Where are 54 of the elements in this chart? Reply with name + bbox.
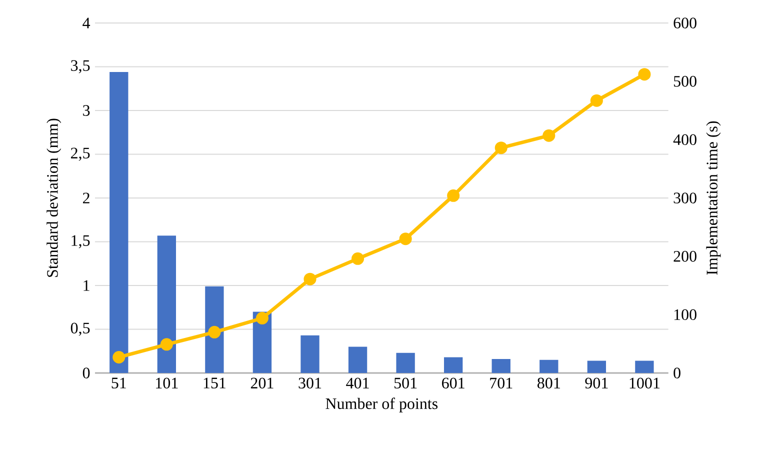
- bar: [492, 359, 510, 373]
- point: [494, 142, 508, 154]
- point: [638, 68, 651, 81]
- x-tick-label: 701: [490, 378, 512, 388]
- y-tick-label: 2: [83, 192, 90, 204]
- point: [304, 272, 316, 286]
- x-tick-label: 151: [204, 378, 226, 388]
- y2-tick-label: 500: [674, 76, 696, 87]
- y-axis-title: Standard deviation (mm): [46, 118, 62, 277]
- x-tick-label: 201: [250, 378, 274, 388]
- bar: [444, 357, 463, 373]
- y2-tick-label: 400: [673, 134, 696, 146]
- bar: [157, 236, 176, 373]
- x-tick-label: 601: [442, 378, 464, 388]
- bar: [396, 352, 415, 373]
- y-tick-label: 4: [82, 18, 90, 28]
- y2-tick-label: 100: [674, 309, 696, 320]
- y-tick-label: 3: [83, 105, 90, 116]
- point: [399, 232, 412, 246]
- point: [160, 338, 173, 351]
- bar: [587, 360, 606, 373]
- bar: [205, 286, 224, 373]
- y-tick-label: 1: [84, 280, 90, 291]
- point: [542, 129, 556, 142]
- y2-tick-label: 300: [674, 192, 696, 204]
- y-tick-label: 2,5: [71, 148, 90, 161]
- y2-tick-label: 0: [674, 368, 680, 378]
- bar: [300, 335, 320, 373]
- bar: [348, 346, 368, 373]
- y2-tick-label: 200: [674, 250, 696, 262]
- point: [590, 94, 603, 107]
- bar: [540, 360, 558, 373]
- point: [447, 189, 460, 202]
- x-tick-label: 101: [156, 378, 178, 388]
- x-tick-label: 301: [298, 378, 322, 388]
- x-tick-label: 1001: [630, 378, 660, 388]
- x-tick-label: 401: [346, 378, 369, 388]
- x-tick-label: 51: [112, 378, 126, 388]
- x-tick-label: 801: [538, 378, 560, 388]
- y-tick-label: 0: [82, 368, 90, 378]
- point: [256, 312, 268, 324]
- point: [112, 350, 126, 364]
- bar: [110, 72, 128, 373]
- x-tick-label: 901: [585, 378, 608, 388]
- y-tick-label: 1,5: [72, 235, 90, 248]
- y-tick-label: 3,5: [71, 60, 90, 74]
- point: [352, 252, 364, 265]
- y-tick-label: 0,5: [70, 322, 90, 336]
- bar: [635, 360, 654, 373]
- x-tick-label: 501: [394, 378, 417, 388]
- point: [208, 326, 221, 338]
- y2-axis-title: Implementation time (s): [706, 121, 721, 275]
- x-axis-title: Number of points: [326, 398, 438, 412]
- y2-tick-label: 600: [674, 18, 696, 28]
